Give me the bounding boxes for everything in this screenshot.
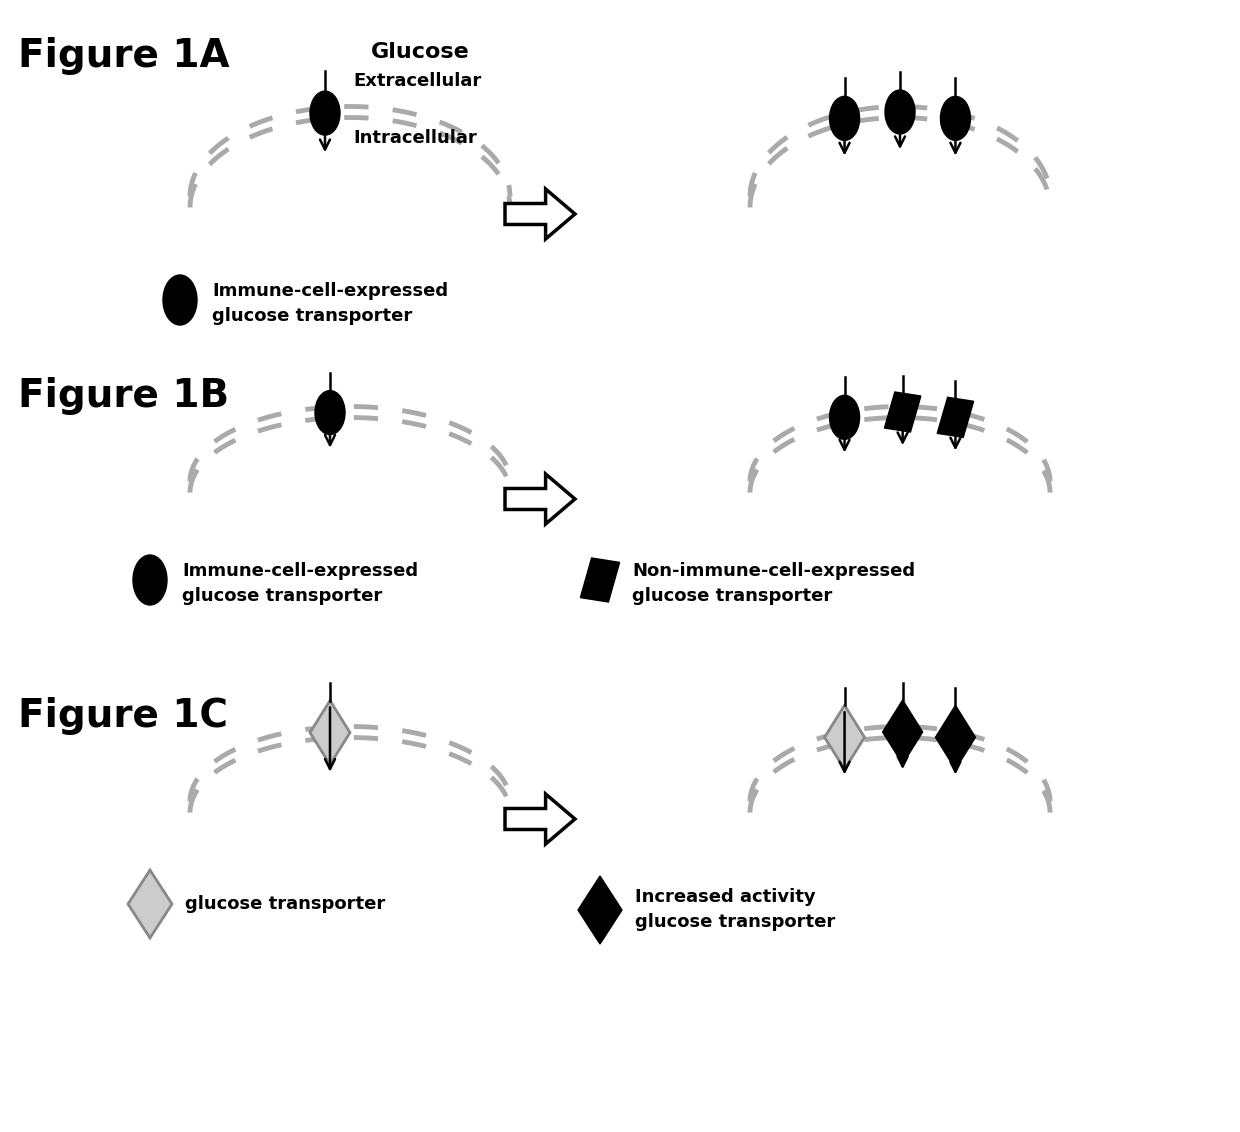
Ellipse shape	[830, 395, 859, 439]
Polygon shape	[505, 474, 575, 524]
Text: glucose transporter: glucose transporter	[635, 914, 836, 931]
Text: Intracellular: Intracellular	[353, 129, 476, 147]
Ellipse shape	[162, 275, 197, 325]
Text: glucose transporter: glucose transporter	[182, 588, 382, 604]
Text: Figure 1C: Figure 1C	[19, 697, 228, 735]
Text: Non-immune-cell-expressed: Non-immune-cell-expressed	[632, 561, 915, 580]
Polygon shape	[505, 794, 575, 844]
Text: glucose transporter: glucose transporter	[632, 588, 832, 604]
Polygon shape	[937, 397, 973, 437]
Polygon shape	[505, 189, 575, 239]
Text: Increased activity: Increased activity	[635, 887, 816, 906]
Text: Immune-cell-expressed: Immune-cell-expressed	[212, 282, 448, 300]
Text: glucose transporter: glucose transporter	[212, 307, 412, 325]
Polygon shape	[935, 705, 976, 770]
Ellipse shape	[133, 555, 167, 604]
Polygon shape	[883, 700, 923, 764]
Text: Figure 1B: Figure 1B	[19, 377, 229, 415]
Polygon shape	[310, 701, 350, 764]
Ellipse shape	[830, 96, 859, 140]
Ellipse shape	[885, 91, 915, 134]
Polygon shape	[580, 558, 620, 602]
Ellipse shape	[315, 391, 345, 435]
Polygon shape	[884, 392, 921, 432]
Text: glucose transporter: glucose transporter	[185, 895, 386, 914]
Polygon shape	[128, 871, 172, 938]
Text: Glucose: Glucose	[371, 42, 470, 62]
Text: Extracellular: Extracellular	[353, 72, 481, 91]
Text: Figure 1A: Figure 1A	[19, 37, 229, 75]
Text: Immune-cell-expressed: Immune-cell-expressed	[182, 561, 418, 580]
Ellipse shape	[310, 91, 340, 135]
Ellipse shape	[940, 96, 971, 140]
Polygon shape	[578, 876, 622, 944]
Polygon shape	[825, 705, 864, 770]
